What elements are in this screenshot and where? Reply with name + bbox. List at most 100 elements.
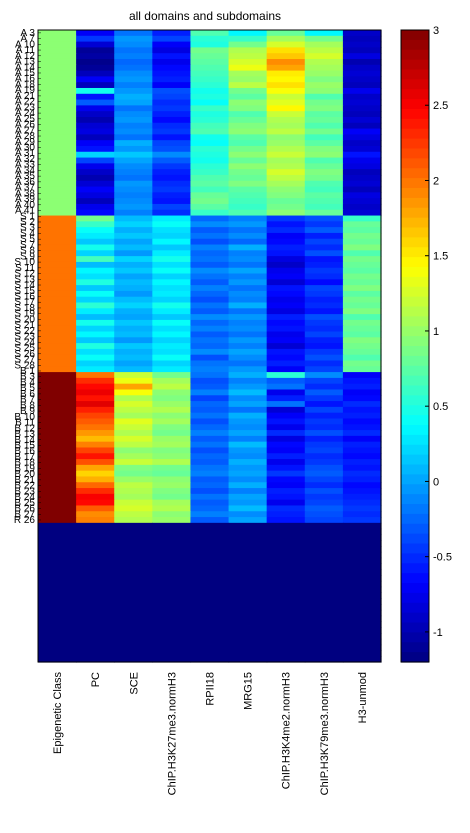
heatmap-cell [38,203,77,211]
heatmap-cell [152,656,192,663]
heatmap-cell [190,372,230,379]
heatmap-cell [114,180,153,188]
heatmap-cell [304,633,344,640]
row-tick-label: S 16 [14,291,35,302]
heatmap-cell [76,157,115,164]
heatmap-cell [228,650,268,657]
heatmap-cell [114,314,153,321]
heatmap-cell [152,256,192,263]
heatmap-cell [114,615,153,623]
heatmap-cell [114,569,153,576]
heatmap-cell [76,186,115,193]
heatmap-cell [266,528,306,536]
heatmap-cell [266,551,306,559]
heatmap-cell [342,476,382,483]
heatmap-cell [38,30,77,37]
row-tick-label: B 19 [14,463,35,474]
heatmap-cell [190,76,230,83]
heatmap-cell [76,244,115,251]
heatmap-cell [304,546,344,553]
heatmap-cell [76,546,115,553]
heatmap-cell [152,447,192,454]
row-tick-label: S 18 [14,303,35,314]
heatmap-cell [266,302,306,309]
heatmap-cell [76,551,115,559]
heatmap-cell [114,354,153,362]
colorbar-segment [401,415,429,426]
row-tick-label: S 24 [14,337,35,348]
heatmap-cell [190,447,230,454]
heatmap-cell [266,569,306,576]
column-tick-label: ChIP.H3K27me3.normH3 [166,672,178,795]
plot-frame [37,29,382,663]
heatmap-cell [114,522,153,530]
heatmap-cell [304,105,344,112]
row-tick-label: B 11 [15,418,35,429]
heatmap-cell [76,203,115,211]
heatmap-cell [114,540,153,547]
heatmap-cell [342,227,382,234]
colorbar-segment [401,217,429,229]
heatmap-cell [228,186,268,193]
heatmap-cell [228,459,268,466]
heatmap-cell [304,598,344,605]
heatmap-cell [76,116,115,124]
heatmap-cell [76,638,115,646]
heatmap-cell [114,238,153,246]
heatmap-cell [342,650,382,657]
heatmap-cell [304,383,344,391]
heatmap-cell [38,580,77,588]
heatmap-cell [114,134,153,141]
heatmap-cell [228,557,268,565]
row-tick-label: A 3 [21,28,36,39]
colorbar-segment [401,267,429,278]
heatmap-cell [304,314,344,321]
heatmap-cell [266,325,306,333]
heatmap-cell [38,256,77,263]
heatmap-cell [76,528,115,536]
heatmap-cell [38,93,77,101]
heatmap-cell [76,174,115,182]
heatmap-cell [190,221,230,228]
colorbar-segment [401,494,429,505]
heatmap-cell [152,360,192,367]
heatmap-cell [152,157,192,164]
heatmap-cell [152,435,192,443]
colorbar-segment [401,178,429,189]
heatmap-cell [304,627,344,634]
column-tick-label: MRG15 [243,672,255,710]
heatmap-cell [266,563,306,570]
heatmap-cell [228,99,268,106]
heatmap-cell [190,285,230,292]
heatmap-cell [76,221,115,228]
heatmap-cell [342,157,382,164]
row-tick-label: S 1 [20,211,35,222]
heatmap-cell [266,505,306,512]
heatmap-cell [228,656,268,663]
heatmap-cell [38,250,77,257]
heatmap-cell [114,47,153,54]
heatmap-cell [190,488,230,495]
heatmap-cell [152,209,192,217]
heatmap-cell [266,163,306,170]
heatmap-cell [38,70,77,77]
heatmap-cell [38,575,77,582]
heatmap-cell [228,348,268,356]
heatmap-cell [38,105,77,112]
heatmap-cell [304,343,344,350]
heatmap-cell [190,540,230,547]
heatmap-cell [152,290,192,298]
heatmap-cell [190,476,230,483]
heatmap-cell [190,140,230,147]
heatmap-cell [342,424,382,431]
heatmap-cell [76,575,115,582]
heatmap-cell [152,58,192,66]
column-tick-label: RPII18 [205,672,217,706]
heatmap-cell [114,128,153,135]
heatmap-cell [228,528,268,536]
heatmap-cell [76,105,115,112]
heatmap-cell [304,302,344,309]
heatmap-cell [114,122,153,130]
heatmap-cell [190,354,230,362]
heatmap-cell [266,395,306,402]
